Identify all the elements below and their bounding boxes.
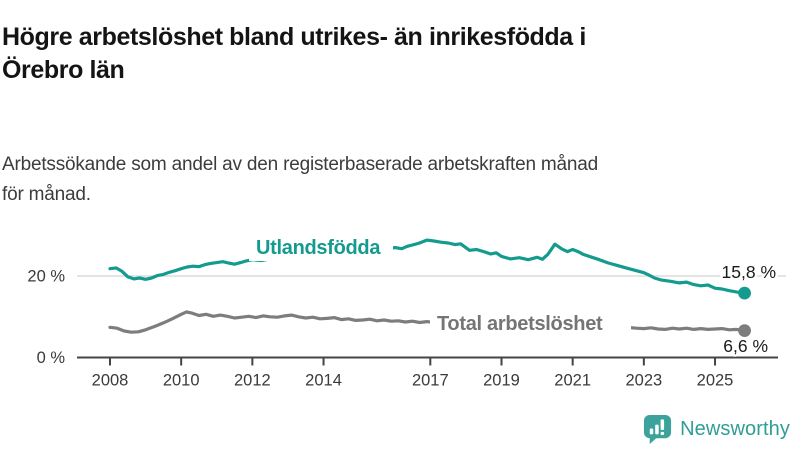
title-line-2: Örebro län — [2, 55, 125, 84]
bar-chart-speech-bubble-icon — [644, 414, 672, 445]
x-tick-label-2023: 2023 — [625, 372, 662, 390]
series-label-mask-0 — [249, 236, 393, 261]
subtitle-line-1: Arbetssökande som andel av den registerb… — [2, 154, 599, 175]
title-line-1: Högre arbetslöshet bland utrikes- än inr… — [2, 22, 586, 51]
x-tick-label-2019: 2019 — [483, 372, 520, 390]
series-line-0 — [108, 238, 747, 295]
x-tick-label-2021: 2021 — [554, 372, 591, 390]
newsworthy-logo[interactable]: Newsworthy — [642, 413, 790, 445]
x-tick-label-2010: 2010 — [163, 372, 200, 390]
series-end-label-1: 6,6 % — [723, 336, 768, 356]
unemployment-line-chart: 2008 2010 2012 2014 2017 2019 2021 2023 2025 0 % 2… — [27, 236, 786, 390]
chart-subtitle: Arbetssökande som andel av den registerb… — [2, 150, 782, 210]
series-label-0: Utlandsfödda — [256, 237, 381, 259]
x-tick-label-2012: 2012 — [234, 372, 271, 390]
series-end-label-0: 15,8 % — [722, 262, 776, 282]
subtitle-line-2: för månad. — [2, 184, 91, 205]
y-tick-label-0: 0 % — [37, 349, 66, 367]
series-line-1 — [108, 310, 747, 334]
x-tick-label-2025: 2025 — [697, 372, 734, 390]
x-tick-label-2014: 2014 — [305, 372, 342, 390]
series-label-1: Total arbetslöshet — [437, 313, 603, 335]
page-title: Högre arbetslöshet bland utrikes- än inr… — [2, 21, 798, 87]
y-tick-label-20: 20 % — [27, 268, 65, 286]
series-label-mask-1 — [430, 311, 631, 337]
x-tick-label-2017: 2017 — [412, 372, 449, 390]
x-tick-label-2008: 2008 — [92, 372, 129, 390]
series-end-dot-1 — [738, 324, 751, 338]
brand-name: Newsworthy — [680, 417, 790, 440]
series-end-dot-0 — [738, 286, 751, 300]
